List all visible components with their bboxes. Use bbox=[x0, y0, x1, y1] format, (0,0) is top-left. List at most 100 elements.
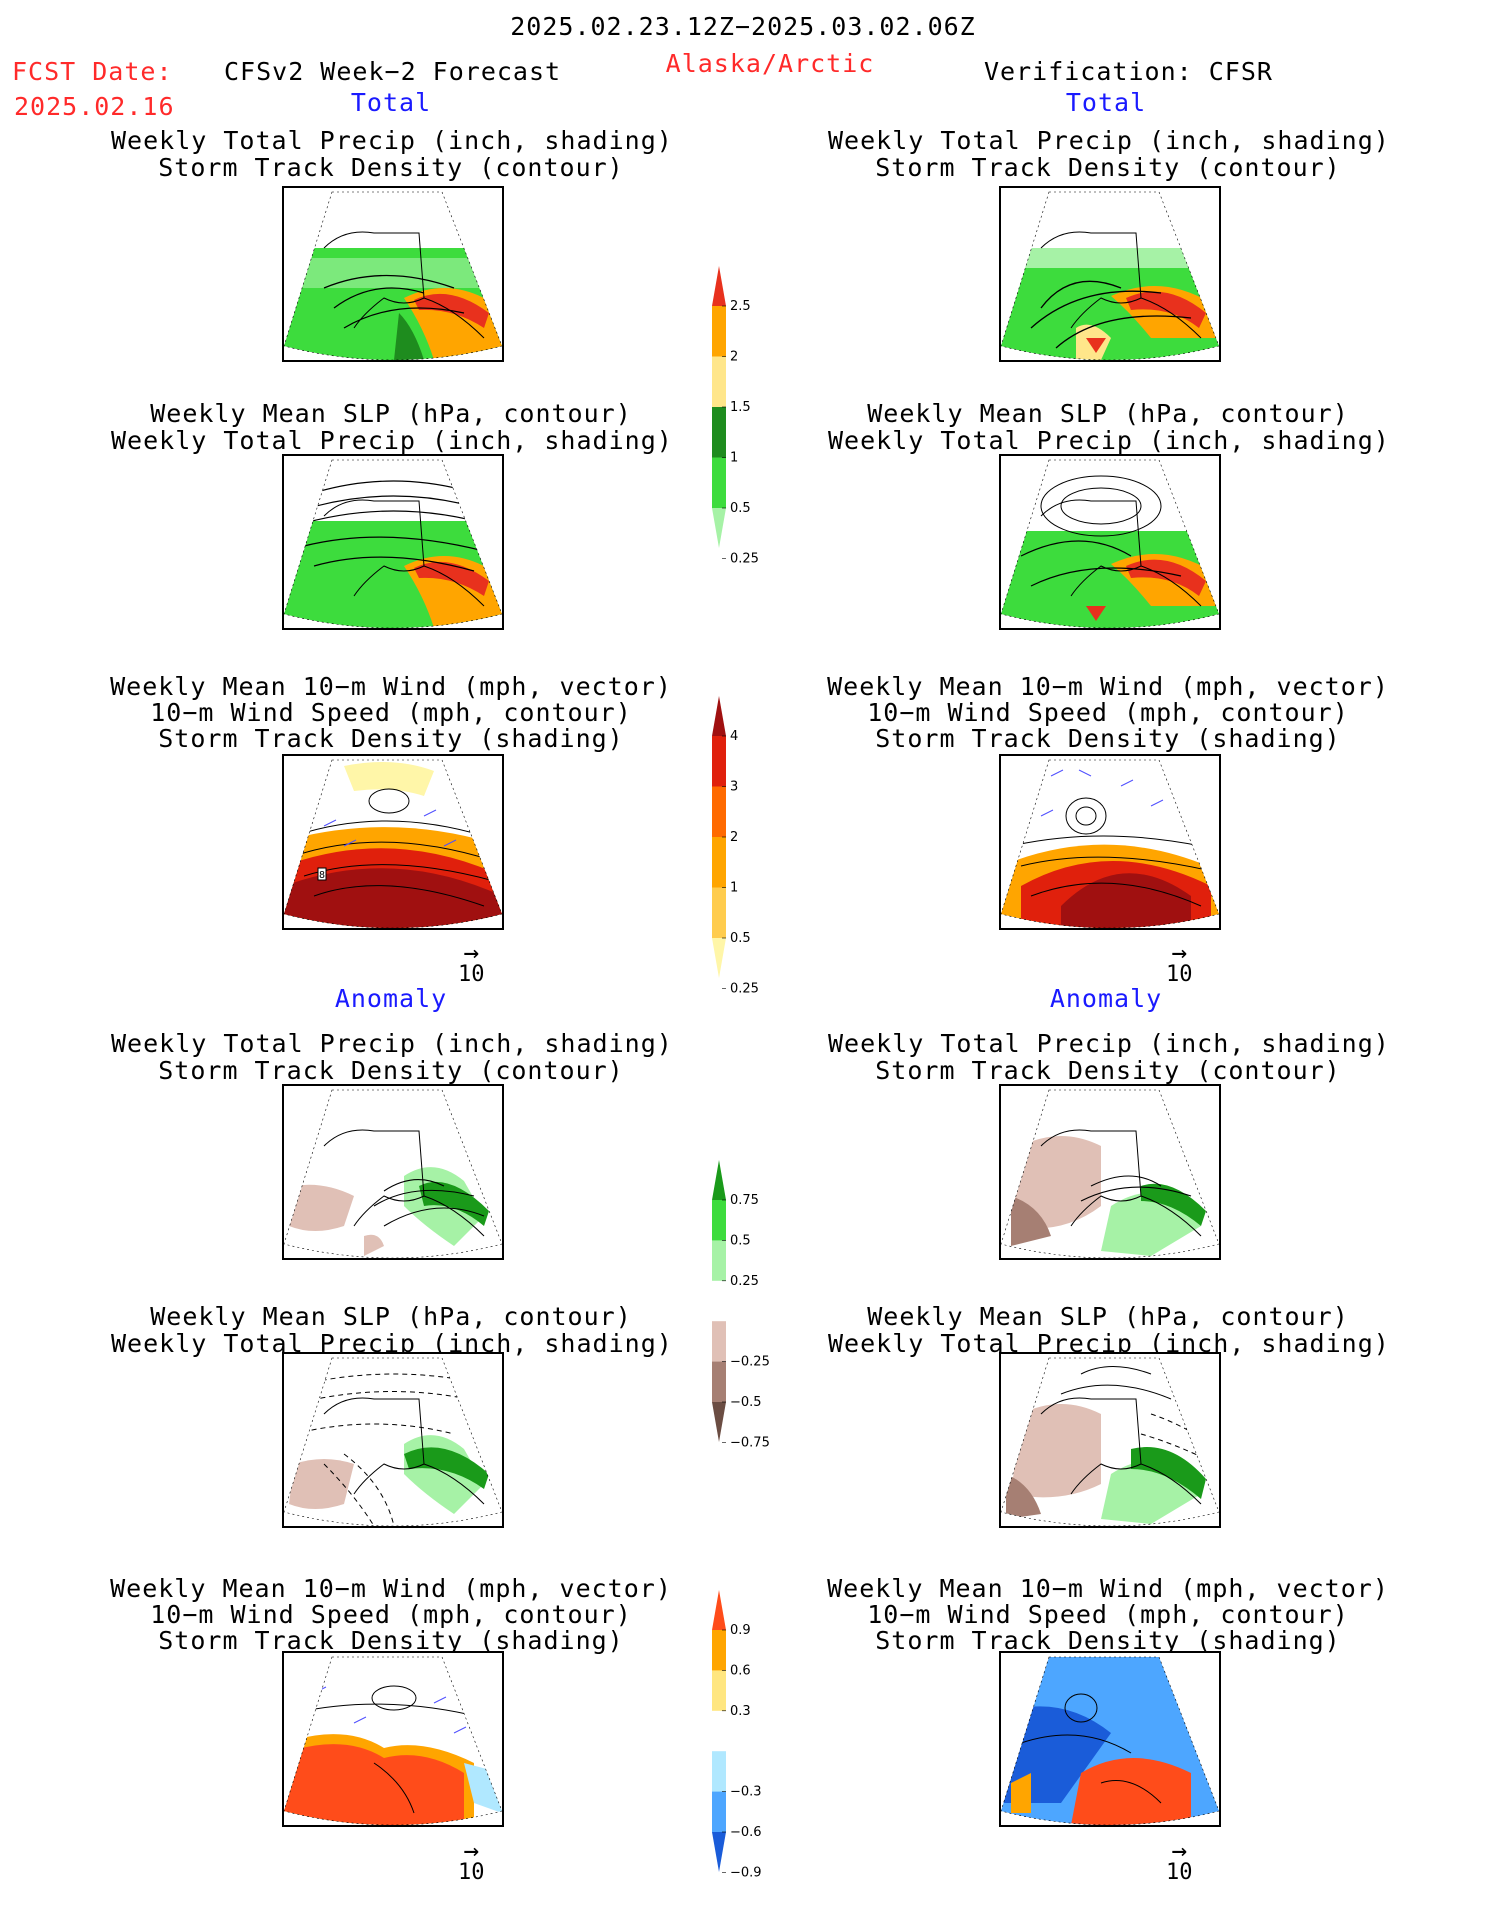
colorbar-segment bbox=[712, 696, 726, 736]
fcst-date-label: FCST Date: bbox=[12, 57, 173, 86]
colorbar-segment bbox=[712, 266, 726, 306]
colorbar-segment bbox=[712, 1751, 726, 1793]
colorbar-tick-label: 2.5 bbox=[730, 299, 751, 314]
map-anom-wind-verification bbox=[999, 1651, 1221, 1827]
colorbar-tick-label: −0.25 bbox=[730, 1355, 770, 1370]
section-anomaly-right: Anomaly bbox=[1049, 984, 1163, 1013]
colorbar-storm-total: 4 3 2 1 0.5 0.25 bbox=[712, 696, 782, 997]
colorbar-segment bbox=[712, 407, 726, 458]
title-anom-precip-right-2: Storm Track Density (contour) bbox=[875, 1056, 1341, 1085]
period-title: 2025.02.23.12Z−2025.03.02.06Z bbox=[510, 12, 976, 41]
colorbar-segment bbox=[712, 1791, 726, 1833]
colorbar-segment bbox=[712, 786, 726, 838]
colorbar-segment bbox=[712, 938, 726, 978]
colorbar-segment bbox=[712, 457, 726, 509]
section-anomaly-left: Anomaly bbox=[334, 984, 448, 1013]
colorbar-tick-label: 0.6 bbox=[730, 1663, 751, 1678]
title-wind-left-1: Weekly Mean 10−m Wind (mph, vector) bbox=[110, 672, 672, 701]
colorbar-segment bbox=[712, 887, 726, 939]
colorbar-tick-label: 3 bbox=[730, 780, 738, 795]
colorbar-tick-label: −0.9 bbox=[730, 1865, 762, 1880]
colorbar-tick-label: −0.6 bbox=[730, 1825, 762, 1840]
title-anom-wind-right-1: Weekly Mean 10−m Wind (mph, vector) bbox=[827, 1574, 1389, 1603]
title-precip-track-right-2: Storm Track Density (contour) bbox=[875, 153, 1341, 182]
colorbar-tick-label: 2 bbox=[730, 350, 738, 365]
title-anom-slp-right-1: Weekly Mean SLP (hPa, contour) bbox=[867, 1302, 1349, 1331]
colorbar-storm-anom: 0.9 0.6 0.3 −0.3 −0.6 −0.9 bbox=[712, 1590, 782, 1880]
colorbar-segment bbox=[712, 1240, 726, 1282]
colorbar-tick-label: −0.5 bbox=[730, 1395, 762, 1410]
map-anom-wind-forecast bbox=[282, 1651, 504, 1827]
colorbar-tick-label: 1 bbox=[730, 451, 738, 466]
title-anom-precip-left-2: Storm Track Density (contour) bbox=[158, 1056, 624, 1085]
colorbar-segment bbox=[712, 1321, 726, 1363]
colorbar-segment bbox=[712, 1280, 726, 1322]
colorbar-segment bbox=[712, 1630, 726, 1671]
colorbar-tick-label: 0.5 bbox=[730, 931, 751, 946]
arrow-right-icon: → bbox=[463, 938, 480, 968]
title-wind-right-1: Weekly Mean 10−m Wind (mph, vector) bbox=[827, 672, 1389, 701]
map-wind-verification bbox=[999, 754, 1221, 930]
map-anom-slp-forecast bbox=[282, 1352, 504, 1528]
colorbar-segment bbox=[712, 1670, 726, 1712]
colorbar-segment bbox=[712, 1710, 726, 1752]
colorbar-tick-label: 0.5 bbox=[730, 501, 751, 516]
colorbar-segment bbox=[712, 1590, 726, 1630]
vector-ref-anom-right: → 10 bbox=[1166, 1836, 1193, 1885]
colorbar-tick-label: −0.75 bbox=[730, 1435, 770, 1450]
map-wind-forecast: 8 bbox=[282, 754, 504, 930]
colorbar-precip-total: 2.5 2 1.5 1 0.5 0.25 bbox=[712, 266, 782, 567]
title-slp-right-2: Weekly Total Precip (inch, shading) bbox=[828, 426, 1390, 455]
colorbar-tick-label: 2 bbox=[730, 830, 738, 845]
model-name: CFSv2 Week−2 Forecast bbox=[224, 57, 562, 86]
arrow-right-icon: → bbox=[1171, 1836, 1188, 1866]
title-wind-left-2: 10−m Wind Speed (mph, contour) bbox=[150, 698, 632, 727]
map-slp-verification bbox=[999, 454, 1221, 630]
region-name: Alaska/Arctic bbox=[665, 49, 875, 78]
colorbar-tick-label: 0.3 bbox=[730, 1704, 751, 1719]
title-wind-right-3: Storm Track Density (shading) bbox=[875, 724, 1341, 753]
vector-ref-anom-left: → 10 bbox=[458, 1836, 485, 1885]
colorbar-segment bbox=[712, 1832, 726, 1872]
section-total-left: Total bbox=[350, 88, 432, 117]
title-anom-slp-left-1: Weekly Mean SLP (hPa, contour) bbox=[150, 1302, 632, 1331]
title-anom-slp-left-2: Weekly Total Precip (inch, shading) bbox=[111, 1329, 673, 1358]
map-precip-track-forecast bbox=[282, 186, 504, 362]
title-precip-track-left-1: Weekly Total Precip (inch, shading) bbox=[111, 126, 673, 155]
colorbar-segment bbox=[712, 837, 726, 888]
colorbar-segment bbox=[712, 306, 726, 357]
map-anom-slp-verification bbox=[999, 1352, 1221, 1528]
colorbar-tick-label: 1.5 bbox=[730, 400, 751, 415]
verification-label: Verification: CFSR bbox=[984, 57, 1273, 86]
title-precip-track-right-1: Weekly Total Precip (inch, shading) bbox=[828, 126, 1390, 155]
colorbar-tick-label: 1 bbox=[730, 881, 738, 896]
colorbar-segment bbox=[712, 1402, 726, 1442]
title-anom-wind-right-3: Storm Track Density (shading) bbox=[875, 1626, 1341, 1655]
title-precip-track-left-2: Storm Track Density (contour) bbox=[158, 153, 624, 182]
title-wind-right-2: 10−m Wind Speed (mph, contour) bbox=[867, 698, 1349, 727]
colorbar-tick-label: 0.5 bbox=[730, 1233, 751, 1248]
colorbar-tick-label: 0.25 bbox=[730, 1274, 759, 1289]
title-anom-precip-right-1: Weekly Total Precip (inch, shading) bbox=[828, 1029, 1390, 1058]
vector-ref-total-right: → 10 bbox=[1166, 938, 1193, 987]
section-total-right: Total bbox=[1065, 88, 1147, 117]
map-anom-precip-verification bbox=[999, 1084, 1221, 1260]
title-slp-right-1: Weekly Mean SLP (hPa, contour) bbox=[867, 399, 1349, 428]
colorbar-tick-label: 0.25 bbox=[730, 982, 759, 997]
colorbar-segment bbox=[712, 1160, 726, 1200]
arrow-right-icon: → bbox=[1171, 938, 1188, 968]
colorbar-precip-anom: 0.75 0.5 0.25 −0.25 −0.5 −0.75 bbox=[712, 1160, 782, 1450]
colorbar-tick-label: 4 bbox=[730, 729, 738, 744]
title-wind-left-3: Storm Track Density (shading) bbox=[158, 724, 624, 753]
colorbar-segment bbox=[712, 356, 726, 408]
panel-marker: 8 bbox=[319, 870, 325, 881]
colorbar-tick-label: −0.3 bbox=[730, 1785, 762, 1800]
title-anom-wind-left-2: 10−m Wind Speed (mph, contour) bbox=[150, 1600, 632, 1629]
colorbar-segment bbox=[712, 1200, 726, 1241]
vector-ref-total-left: → 10 bbox=[458, 938, 485, 987]
map-precip-track-verification bbox=[999, 186, 1221, 362]
colorbar-segment bbox=[712, 1361, 726, 1403]
title-slp-left-2: Weekly Total Precip (inch, shading) bbox=[111, 426, 673, 455]
title-slp-left-1: Weekly Mean SLP (hPa, contour) bbox=[150, 399, 632, 428]
colorbar-tick-label: 0.9 bbox=[730, 1623, 751, 1638]
